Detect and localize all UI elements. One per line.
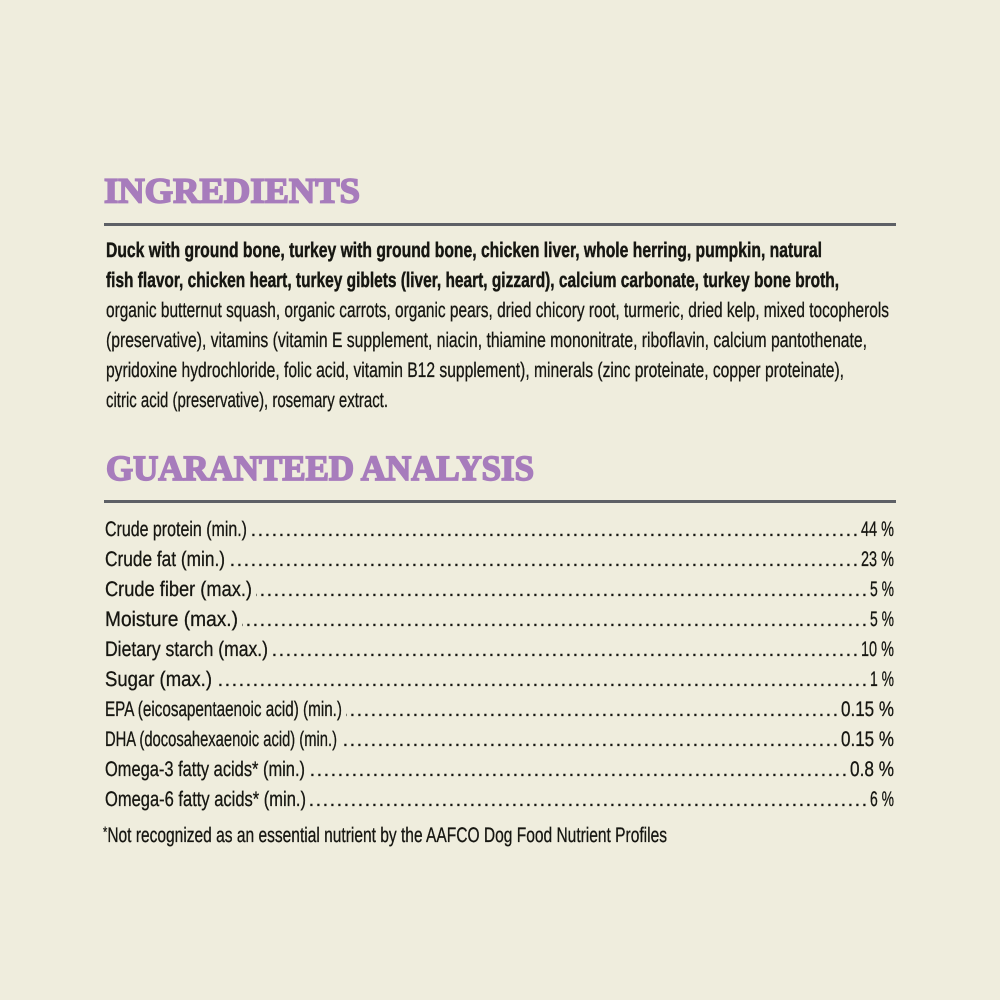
- svg-text:0.8 %: 0.8 %: [850, 758, 894, 781]
- svg-text:pyridoxine hydrochloride, foli: pyridoxine hydrochloride, folic acid, vi…: [106, 359, 844, 382]
- svg-text:23 %: 23 %: [861, 548, 894, 571]
- svg-text:DHA (docosahexaenoic acid) (mi: DHA (docosahexaenoic acid) (min.): [105, 728, 337, 751]
- svg-text:Crude fiber (max.): Crude fiber (max.): [105, 578, 252, 601]
- svg-text:5 %: 5 %: [870, 578, 894, 601]
- svg-text:Omega-3 fatty acids* (min.): Omega-3 fatty acids* (min.): [105, 758, 305, 781]
- svg-text:Omega-6 fatty acids* (min.): Omega-6 fatty acids* (min.): [105, 788, 306, 811]
- svg-text:GUARANTEED ANALYSIS: GUARANTEED ANALYSIS: [106, 448, 534, 488]
- svg-text:Crude fat (min.): Crude fat (min.): [105, 548, 225, 571]
- svg-text:1 %: 1 %: [870, 668, 894, 691]
- svg-text:Moisture (max.): Moisture (max.): [105, 608, 238, 631]
- svg-text:0.15 %: 0.15 %: [841, 728, 894, 751]
- svg-text:5 %: 5 %: [870, 608, 894, 631]
- svg-text:citric acid (preservative), ro: citric acid (preservative), rosemary ext…: [106, 389, 388, 412]
- svg-text:Sugar (max.): Sugar (max.): [105, 668, 212, 691]
- svg-text:10 %: 10 %: [861, 638, 894, 661]
- svg-text:6 %: 6 %: [870, 788, 894, 811]
- svg-text:Crude protein (min.): Crude protein (min.): [105, 518, 247, 541]
- svg-text:organic butternut squash, orga: organic butternut squash, organic carrot…: [106, 299, 889, 322]
- svg-text:Dietary starch (max.): Dietary starch (max.): [105, 638, 268, 661]
- svg-text:44 %: 44 %: [861, 518, 894, 541]
- svg-text:(preservative), vitamins (vita: (preservative), vitamins (vitamin E supp…: [106, 329, 867, 352]
- svg-text:*Not recognized as an essentia: *Not recognized as an essential nutrient…: [103, 824, 667, 847]
- svg-text:0.15 %: 0.15 %: [841, 698, 894, 721]
- svg-text:INGREDIENTS: INGREDIENTS: [104, 171, 360, 211]
- svg-text:fish flavor, chicken heart, tu: fish flavor, chicken heart, turkey gible…: [106, 269, 839, 292]
- svg-text:EPA (eicosapentaenoic acid) (m: EPA (eicosapentaenoic acid) (min.): [105, 698, 342, 721]
- svg-text:Duck with ground bone, turkey: Duck with ground bone, turkey with groun…: [106, 239, 822, 262]
